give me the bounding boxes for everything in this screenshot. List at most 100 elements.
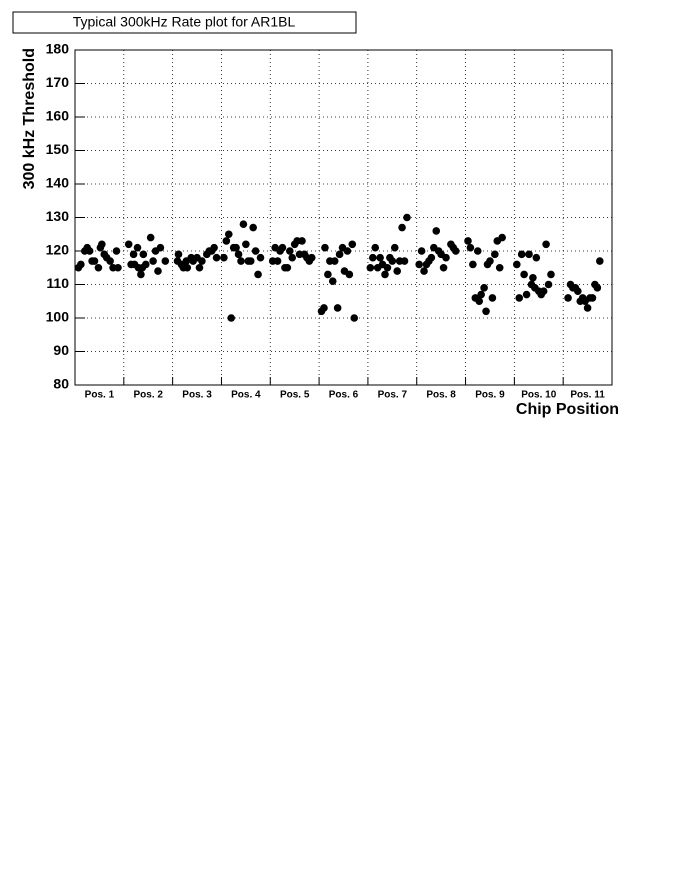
point [343, 247, 352, 255]
point [529, 274, 537, 282]
point [220, 253, 228, 262]
point [273, 257, 282, 265]
x-tick-label: Pos. 9 [475, 390, 505, 401]
point [498, 233, 506, 242]
point [137, 270, 145, 279]
point [539, 287, 548, 296]
y-tick-label: 100 [46, 309, 70, 325]
point [251, 247, 260, 255]
point [307, 253, 316, 262]
point [390, 243, 399, 252]
point [234, 250, 243, 259]
point [427, 253, 436, 262]
point [324, 270, 332, 279]
point [451, 247, 460, 255]
point [112, 247, 121, 255]
point [237, 257, 245, 265]
y-axis-label: 300 kHz Threshold [21, 48, 38, 189]
point [376, 253, 384, 262]
x-tick-label: Pos. 8 [426, 390, 456, 401]
point [212, 253, 221, 262]
point [525, 250, 533, 259]
point [381, 270, 389, 279]
point [473, 247, 482, 255]
y-tick-label: 180 [46, 41, 70, 57]
x-tick-label: Pos. 10 [521, 390, 556, 401]
y-tick-label: 80 [53, 376, 69, 392]
point [321, 243, 329, 252]
point [517, 250, 526, 259]
point [393, 267, 402, 275]
point [366, 263, 375, 272]
title-box [12, 11, 357, 34]
x-axis-label: Chip Position [516, 401, 619, 418]
point [477, 290, 485, 299]
point [588, 294, 597, 302]
point [513, 260, 521, 269]
point [222, 237, 231, 245]
x-tick-label: Pos. 6 [329, 390, 359, 401]
point [90, 257, 99, 265]
point [114, 263, 122, 272]
point [124, 240, 133, 249]
point [486, 257, 494, 265]
point [415, 260, 423, 269]
point [542, 240, 550, 249]
point [161, 257, 170, 265]
point [388, 257, 397, 265]
chart-title: Typical 300kHz Rate plot for AR1BL [73, 14, 296, 30]
point [488, 294, 497, 302]
point [398, 223, 406, 232]
point [286, 247, 294, 255]
point [154, 267, 162, 275]
point [146, 233, 155, 242]
point [256, 253, 265, 262]
point [156, 243, 165, 252]
x-tick-label: Pos. 1 [85, 390, 115, 401]
point [328, 277, 337, 285]
y-tick-label: 90 [53, 342, 69, 358]
point [420, 267, 428, 275]
point [242, 240, 250, 249]
point [583, 304, 592, 312]
point [348, 240, 357, 249]
point [149, 257, 157, 265]
point [333, 304, 342, 312]
point [106, 257, 114, 265]
point [141, 260, 150, 269]
point [442, 253, 450, 262]
point [224, 230, 233, 239]
point [544, 280, 553, 289]
point [298, 237, 306, 245]
x-tick-label: Pos. 7 [378, 390, 408, 401]
point [469, 260, 477, 269]
point [522, 290, 531, 299]
y-tick-label: 170 [46, 74, 70, 90]
point [129, 250, 138, 259]
point [495, 263, 504, 272]
point [515, 294, 524, 302]
x-tick-label: Pos. 11 [570, 390, 605, 401]
point [198, 257, 206, 265]
point [480, 284, 488, 292]
point [350, 314, 359, 322]
point [85, 247, 94, 255]
point [464, 237, 472, 245]
point [232, 243, 240, 252]
point [210, 243, 218, 252]
point [439, 263, 448, 272]
point [174, 250, 183, 259]
point [249, 223, 257, 232]
point [283, 263, 292, 272]
point [417, 247, 426, 255]
x-tick-label: Pos. 3 [182, 390, 212, 401]
point [183, 263, 192, 272]
point [403, 213, 411, 222]
point [94, 263, 103, 272]
point [246, 257, 255, 265]
point [475, 297, 484, 306]
point [77, 260, 85, 269]
point [371, 243, 380, 252]
point [139, 250, 148, 259]
